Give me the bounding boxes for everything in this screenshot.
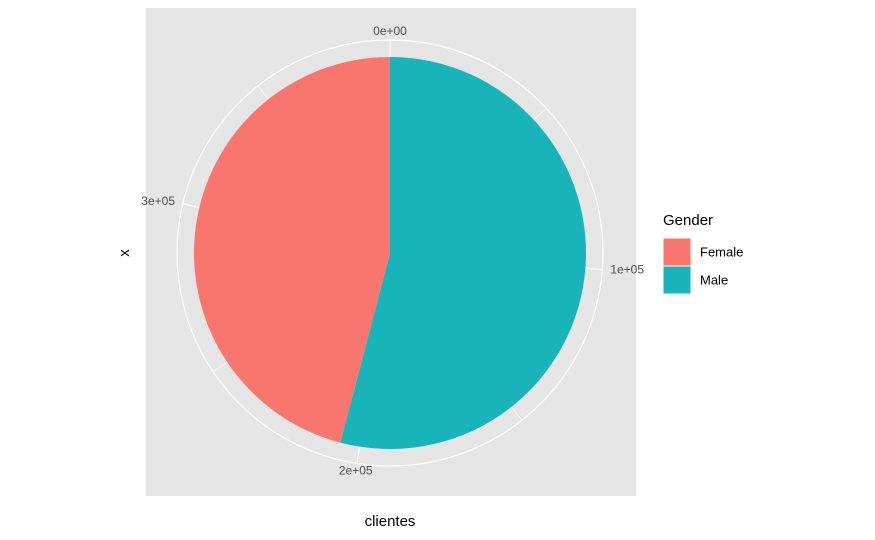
x-axis-label: clientes	[365, 513, 416, 530]
x-tick-label: 1e+05	[610, 262, 644, 276]
legend-title: Gender	[663, 212, 713, 229]
x-tick-label: 2e+05	[339, 463, 373, 477]
legend-label: Female	[700, 244, 743, 259]
x-tick-label: 3e+05	[141, 194, 175, 208]
pie-slice	[340, 57, 587, 449]
pie-slice	[194, 57, 390, 443]
legend-key	[662, 265, 692, 295]
y-axis-label: x	[116, 249, 133, 257]
x-tick-label: 0e+00	[373, 24, 407, 38]
legend-key	[662, 237, 692, 267]
legend-label: Male	[700, 272, 728, 287]
